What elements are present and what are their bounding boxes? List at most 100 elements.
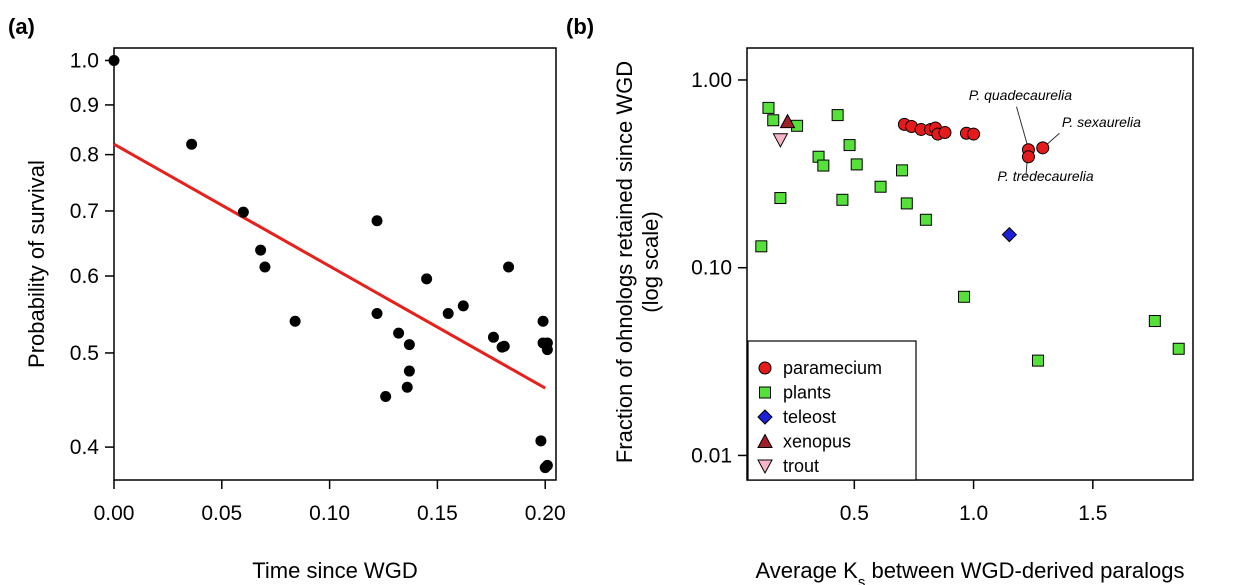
data-point [535,435,547,447]
legend-teleost-label: teleost [783,407,836,427]
x-title-subscript: s [858,574,866,585]
teleost-point [1001,226,1018,243]
data-point [401,381,413,393]
plants-point [958,290,971,303]
panel-b: (b) 0.5 1.0 1.5 0.01 0.10 1.00 P. quadecaure… [566,14,1194,585]
plants-point [919,213,932,226]
panel-a-regression-line [113,142,546,390]
y-tick-label: 0.10 [691,257,732,280]
data-point [371,307,383,319]
plants-point [774,192,787,205]
data-point [503,261,515,273]
plants-point [767,114,780,127]
plants-point [831,109,844,122]
legend-paramecium-label: paramecium [783,358,882,378]
data-point [108,54,120,66]
plants-point [900,197,913,210]
panel-b-label: (b) [566,14,594,39]
plants-point [843,139,856,152]
data-point [487,331,499,343]
y-tick-label: 1.0 [70,49,99,72]
legend-xenopus-label: xenopus [783,432,851,452]
data-point [393,327,405,339]
plants-point [762,101,775,114]
legend-teleost-marker [757,409,773,425]
paramecium-point [1021,150,1035,164]
x-tick-label: 0.05 [201,502,242,525]
panel-a-y-axis-title: Probability of survival [24,160,49,368]
legend-plants-marker [759,386,771,399]
panel-b-x-axis: 0.5 1.0 1.5 [840,480,1107,525]
panel-a-x-axis: 0.00 0.05 0.10 0.15 0.20 [94,480,566,525]
data-point [289,315,301,327]
data-point [421,273,433,285]
y-tick-label: 0.4 [70,436,100,459]
data-point [537,315,549,327]
legend-paramecium-marker [758,361,772,375]
plants-point [755,240,768,253]
data-point [259,261,271,273]
data-point [457,300,469,312]
panel-b-y-axis-title-line1: Fraction of ohnologs retained since WGD [612,61,637,463]
panel-b-points [755,101,1185,367]
x-tick-label: 0.10 [309,502,350,525]
x-tick-label: 0.00 [94,502,135,525]
y-tick-label: 0.8 [70,144,99,167]
data-point [403,339,415,351]
annotation-label: P. sexaurelia [1062,114,1141,130]
x-tick-label: 1.0 [959,502,988,525]
paramecium-point [938,126,952,140]
xenopus-point [779,113,796,129]
annotation-leader-line [1016,106,1029,149]
plants-point [817,159,830,172]
data-point [371,215,383,227]
panel-b-plot-frame [746,47,1194,481]
annotation-label: P. quadecaurelia [969,87,1072,103]
panel-b-y-axis-title-line2: (log scale) [638,211,663,312]
y-tick-label: 0.7 [70,200,99,223]
plants-point [1172,342,1185,355]
data-point [186,138,198,150]
panel-b-x-axis-title: Average Ks between WGD-derived paralogs [756,558,1185,585]
x-title-tail: between WGD-derived paralogs [865,558,1184,583]
panel-a-plot-frame [113,47,557,481]
y-tick-label: 0.6 [70,265,99,288]
legend-trout-label: trout [783,456,819,476]
x-tick-label: 0.20 [525,502,566,525]
data-point [255,244,267,256]
data-point [442,307,454,319]
legend-xenopus-marker [757,433,773,448]
panel-b-y-axis: 0.01 0.10 1.00 [691,69,747,467]
plants-point [896,164,909,177]
plants-point [836,193,849,206]
data-point [403,365,415,377]
y-tick-label: 0.5 [70,342,99,365]
data-point [380,390,392,402]
panel-a-points [108,54,553,474]
legend-box [747,340,917,481]
y-tick-label: 0.9 [70,94,99,117]
panel-a-label: (a) [8,14,35,39]
panel-a-y-axis: 0.4 0.5 0.6 0.7 0.8 0.9 1.0 [70,49,114,459]
y-tick-label: 0.01 [691,444,732,467]
plants-point [1031,354,1044,367]
legend-plants-label: plants [783,383,831,403]
plants-point [874,180,887,193]
trout-point [772,133,789,148]
data-point [541,344,553,356]
panel-b-annotations: P. quadecaurelia P. sexaurelia P. tredecau… [969,87,1141,184]
data-point [539,462,551,474]
plants-point [1148,315,1161,328]
data-point [237,206,249,218]
legend-trout-marker [757,459,773,475]
x-title-main: Average K [756,558,859,583]
x-tick-label: 1.5 [1078,502,1107,525]
paramecium-point [967,127,981,141]
data-point [498,340,510,352]
x-tick-label: 0.15 [417,502,458,525]
panel-a: (a) 0.00 0.05 0.10 0.15 0.20 0.4 0.5 0.6 0.7 0.8… [8,14,566,583]
y-tick-label: 1.00 [691,69,732,92]
annotation-label: P. tredecaurelia [997,168,1093,184]
panel-a-x-axis-title: Time since WGD [252,558,417,583]
